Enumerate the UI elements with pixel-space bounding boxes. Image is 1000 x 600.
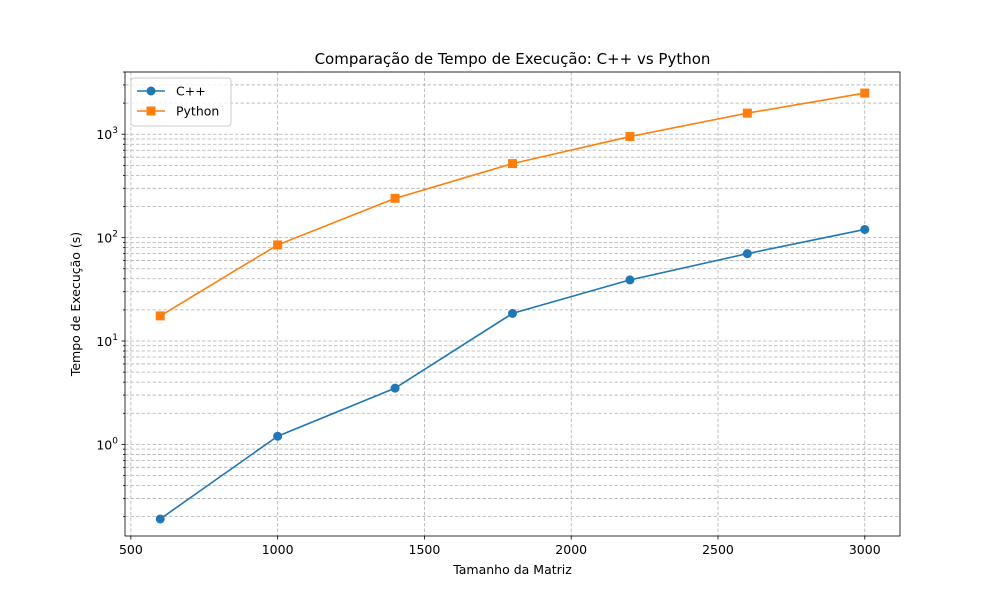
series-cpp [155,224,870,524]
y-tick-label: 102 [96,230,118,246]
data-point [273,240,283,250]
data-point [155,514,165,524]
legend-label: C++ [176,84,206,99]
legend-item: Python [137,104,219,119]
x-tick-label: 2000 [555,542,587,557]
legend-item: C++ [137,84,206,99]
series-layer [155,88,870,524]
legend-box [130,77,232,127]
x-tick-label: 2500 [702,542,734,557]
x-tick-label: 3000 [849,542,881,557]
legend: C++ Python [130,77,232,127]
x-axis-label: Tamanho da Matriz [452,562,572,577]
data-point [625,275,635,285]
x-tick-label: 1000 [262,542,294,557]
plot-frame [124,71,901,537]
chart-title: Comparação de Tempo de Execução: C++ vs … [315,50,711,68]
data-point [508,308,517,318]
data-point [155,311,165,321]
series-python [155,88,870,321]
y-axis-label: Tempo de Execução (s) [68,232,83,377]
x-tick-label: 500 [119,542,143,557]
data-point [390,193,400,203]
legend-marker [146,86,156,96]
legend-marker [146,106,156,116]
data-point [508,159,517,169]
y-tick-label: 101 [96,333,118,349]
data-point [742,108,752,118]
data-point [860,88,870,98]
data-point [390,383,400,393]
ticks: 100 101 102 103 500 1000 1500 2000 2500 3000 [96,71,881,557]
legend-label: Python [176,104,219,119]
data-point [625,132,635,142]
data-point [273,431,283,441]
x-tick-label: 1500 [409,542,441,557]
y-tick-label: 103 [96,126,118,142]
y-tick-label: 100 [96,436,118,452]
data-point [742,249,752,259]
data-point [860,224,870,234]
